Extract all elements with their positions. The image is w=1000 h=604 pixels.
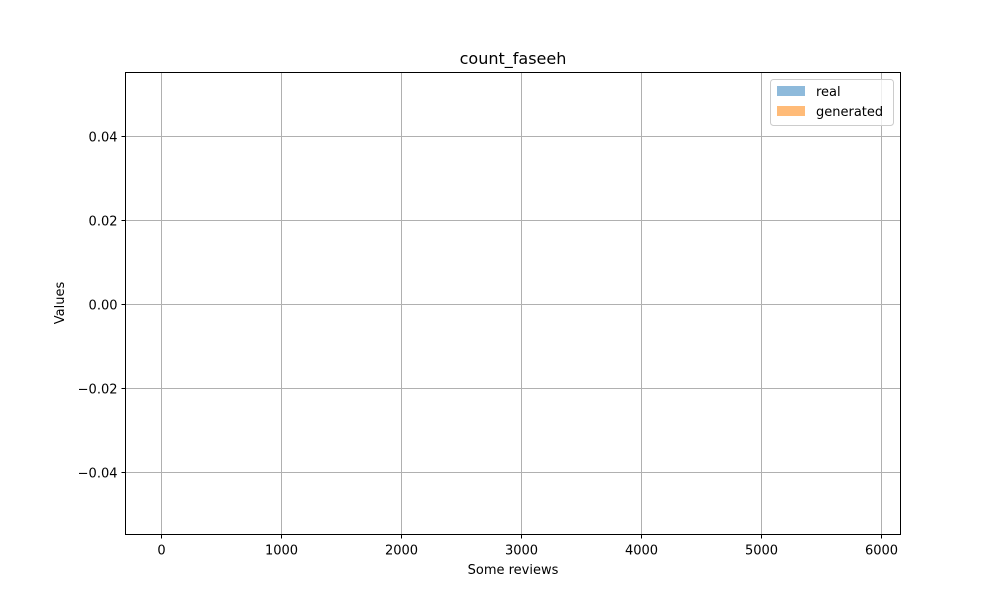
x-tick-label: 0 xyxy=(157,544,165,559)
y-tick-label: 0.04 xyxy=(89,131,118,146)
x-axis-label: Some reviews xyxy=(468,563,559,578)
y-axis-label: Values xyxy=(53,282,68,325)
grid-lines xyxy=(125,72,901,535)
y-tick-label: −0.04 xyxy=(78,467,118,482)
y-axis-ticks: −0.04 −0.02 0.00 0.02 0.04 xyxy=(78,131,126,482)
x-tick-label: 1000 xyxy=(265,544,298,559)
x-tick-label: 3000 xyxy=(505,544,538,559)
chart-title: count_faseeh xyxy=(460,49,567,69)
legend-label-generated: generated xyxy=(816,105,883,120)
x-axis-ticks: 0 1000 2000 3000 4000 5000 6000 xyxy=(157,534,898,559)
plot-area-frame xyxy=(125,72,901,535)
legend: real generated xyxy=(770,79,894,126)
legend-swatch-real xyxy=(777,86,805,96)
x-tick-label: 2000 xyxy=(385,544,418,559)
x-tick-label: 4000 xyxy=(625,544,658,559)
y-tick-label: 0.02 xyxy=(89,215,118,230)
y-tick-label: −0.02 xyxy=(78,383,118,398)
x-tick-label: 5000 xyxy=(745,544,778,559)
x-tick-label: 6000 xyxy=(865,544,898,559)
y-tick-label: 0.00 xyxy=(89,299,118,314)
legend-label-real: real xyxy=(816,85,841,100)
legend-swatch-generated xyxy=(777,106,805,116)
